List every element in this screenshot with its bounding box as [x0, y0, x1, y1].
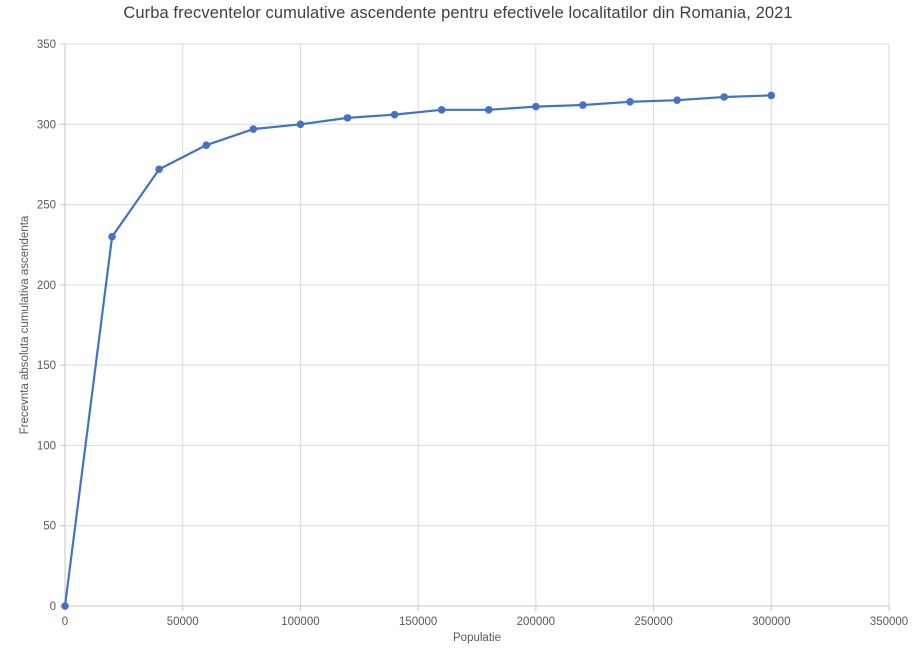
x-tick-label: 0 — [62, 616, 68, 628]
data-point — [484, 106, 493, 114]
x-tick-label: 100000 — [281, 616, 319, 628]
x-tick-label: 250000 — [634, 616, 672, 628]
y-axis-title: Frecevnta absoluta cumulativa ascendenta — [19, 215, 31, 435]
y-tick-label: 0 — [50, 601, 56, 613]
y-tick-label: 250 — [37, 200, 56, 212]
data-point — [437, 106, 446, 114]
series-line — [63, 94, 773, 608]
x-tick-label: 50000 — [167, 616, 199, 628]
y-tick-label: 350 — [37, 39, 56, 51]
x-axis-title: Populatie — [453, 632, 501, 644]
data-point — [61, 602, 69, 610]
data-point — [626, 98, 634, 106]
data-point — [673, 96, 681, 104]
y-tick-label: 200 — [37, 280, 56, 292]
data-point — [720, 93, 728, 101]
chart-title: Curba frecventelor cumulative ascendente… — [123, 4, 793, 22]
x-tick-label: 350000 — [870, 616, 908, 628]
y-tick-label: 100 — [37, 440, 56, 452]
data-point — [343, 114, 352, 122]
x-tick-label: 200000 — [517, 616, 555, 628]
data-point — [767, 91, 776, 100]
y-tick-label: 50 — [43, 521, 56, 533]
data-point — [249, 125, 258, 133]
data-point — [202, 141, 211, 149]
data-point — [296, 120, 305, 129]
data-point — [390, 110, 399, 119]
data-point — [579, 101, 587, 109]
y-tick-label: 300 — [37, 119, 56, 131]
x-tick-label: 300000 — [752, 616, 790, 628]
x-tick-label: 150000 — [399, 616, 437, 628]
data-point — [155, 165, 163, 174]
y-tick-label: 150 — [37, 360, 56, 372]
data-point — [532, 102, 540, 111]
data-point — [108, 232, 116, 241]
